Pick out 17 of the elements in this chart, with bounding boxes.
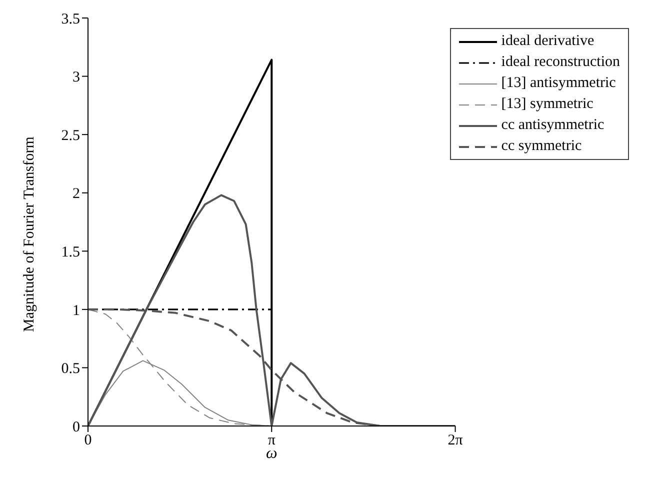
y-axis-title: Magnitude of Fourier Transform: [21, 136, 38, 332]
y-tick-label: 0: [72, 419, 80, 436]
x-tick-label: 0: [84, 432, 92, 449]
legend-label: [13] antisymmetric: [501, 74, 616, 93]
y-tick-label: 3.5: [61, 11, 80, 28]
legend-label: cc antisymmetric: [501, 116, 604, 135]
y-tick-label: 3: [72, 70, 80, 86]
legend-label: [13] symmetric: [501, 95, 594, 114]
legend-label: ideal reconstruction: [501, 53, 620, 72]
legend-label: ideal derivative: [501, 32, 594, 51]
legend-label: cc symmetric: [501, 137, 582, 156]
x-tick-label: 2π: [448, 432, 464, 449]
y-tick-label: 2.5: [61, 128, 80, 144]
y-tick-label: 2: [72, 186, 80, 202]
y-tick-label: 1: [72, 302, 80, 319]
y-tick-label: 1.5: [61, 244, 80, 260]
y-tick-label: 0.5: [61, 361, 80, 378]
